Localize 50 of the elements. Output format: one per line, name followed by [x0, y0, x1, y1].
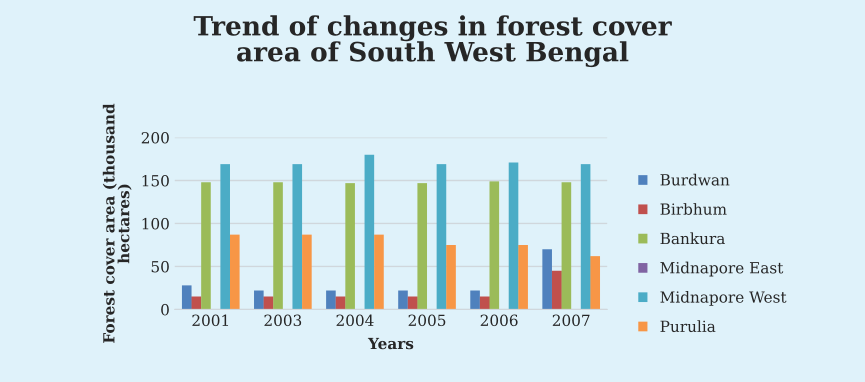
bar — [220, 164, 230, 310]
bar — [590, 256, 600, 310]
bar — [580, 164, 590, 310]
bar — [192, 296, 202, 310]
legend-label: Purulia — [660, 320, 716, 332]
x-tick-label: 2004 — [336, 314, 374, 326]
bar — [292, 164, 302, 310]
bar — [508, 162, 518, 310]
bar — [489, 181, 500, 310]
bar — [201, 182, 211, 310]
bar — [345, 183, 355, 310]
bar — [446, 244, 456, 310]
legend-label: Midnapore East — [660, 262, 784, 276]
y-tick-label: 0 — [161, 304, 169, 316]
bar — [470, 290, 480, 310]
legend-label: Burdwan — [660, 174, 730, 186]
bar — [518, 244, 528, 310]
bar — [254, 290, 264, 310]
y-axis-title: Forest cover area (thousand hectares) — [102, 104, 132, 343]
x-tick-label: 2006 — [480, 314, 518, 326]
x-axis-title: Years — [368, 338, 414, 350]
bar — [326, 290, 336, 310]
bar — [264, 296, 274, 310]
bar — [398, 290, 408, 310]
bar — [552, 270, 562, 310]
chart-title: Trend of changes in forest cover area of South West Bengal — [194, 15, 672, 68]
x-tick-label: 2005 — [408, 314, 446, 326]
bar — [230, 234, 240, 310]
x-tick-label: 2003 — [264, 314, 302, 326]
bar — [182, 285, 192, 310]
bar — [562, 182, 572, 310]
bar — [273, 182, 283, 310]
y-tick-label: 200 — [142, 132, 169, 144]
y-tick-label: 150 — [142, 174, 169, 187]
bar — [542, 249, 552, 310]
y-tick-label: 50 — [152, 260, 169, 272]
bar — [302, 234, 312, 310]
bar — [374, 234, 384, 310]
bar — [436, 164, 446, 310]
bar — [480, 296, 490, 310]
y-tick-label: 100 — [142, 218, 169, 230]
bar — [408, 296, 418, 310]
bar — [417, 183, 428, 310]
legend-label: Bankura — [660, 232, 725, 244]
x-tick-label: 2001 — [192, 314, 228, 326]
bar — [336, 296, 346, 310]
x-tick-label: 2007 — [552, 314, 590, 326]
legend-label: Midnapore West — [660, 290, 786, 306]
legend-label: Birbhum — [660, 203, 727, 215]
bar — [364, 154, 374, 310]
